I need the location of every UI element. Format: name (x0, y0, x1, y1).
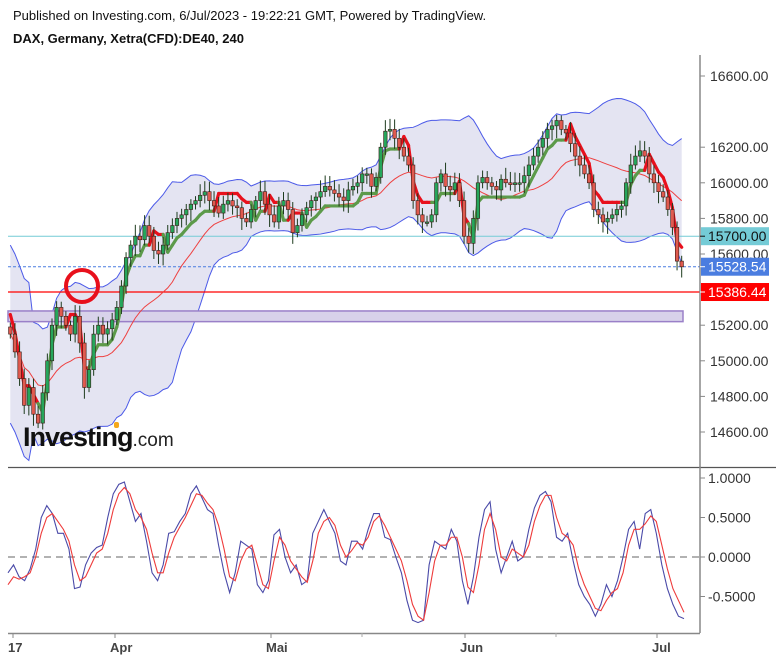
price-tick-label: 14800.00 (710, 388, 769, 404)
price-tick-label: 15000.00 (710, 353, 769, 369)
stoch-axis-ticks: 1.0000 0.5000 0.0000 -0.5000 (700, 470, 756, 605)
published-note: Published on Investing.com, 6/Jul/2023 -… (13, 8, 487, 23)
candlestick-series (8, 114, 684, 430)
price-axis-highlight-labels: 15700.00 15528.54 15386.44 (700, 227, 769, 302)
price-highlight-label: 15700.00 (708, 228, 767, 244)
support-zone (7, 310, 684, 323)
time-tick-label: Mai (266, 640, 288, 655)
price-tick-label: 16200.00 (710, 139, 769, 155)
time-tick-label: Jun (460, 640, 483, 655)
logo-suffix: .com (132, 430, 174, 451)
highlight-circle-annotation (64, 268, 100, 304)
price-tick-label: 15200.00 (710, 317, 769, 333)
bollinger-bands (9, 97, 683, 462)
time-tick-label: Apr (110, 640, 132, 655)
time-tick-label: 17 (8, 640, 22, 655)
time-axis-ticks: 17 Apr Mai Jun Jul (8, 633, 671, 655)
stoch-tick-label: 0.0000 (708, 549, 751, 565)
price-tick-label: 14600.00 (710, 424, 769, 440)
logo-dot-icon (114, 422, 119, 428)
price-tick-label: 15800.00 (710, 210, 769, 226)
time-tick-label: Jul (652, 640, 671, 655)
price-highlight-label: 15386.44 (708, 284, 767, 300)
price-axis-ticks: 16600.0016200.0016000.0015800.0015600.00… (700, 68, 769, 440)
stoch-tick-label: -0.5000 (708, 589, 756, 605)
price-tick-label: 16000.00 (710, 175, 769, 191)
stoch-tick-label: 0.5000 (708, 510, 751, 526)
price-highlight-label: 15528.54 (708, 259, 767, 275)
bollinger-basis-line (9, 157, 683, 387)
investing-logo: Investing.com (23, 422, 174, 453)
stoch-tick-label: 1.0000 (708, 470, 751, 486)
chart-symbol-title: DAX, Germany, Xetra(CFD):DE40, 240 (13, 31, 244, 46)
stochastic-lines (7, 481, 685, 624)
price-tick-label: 16600.00 (710, 68, 769, 84)
